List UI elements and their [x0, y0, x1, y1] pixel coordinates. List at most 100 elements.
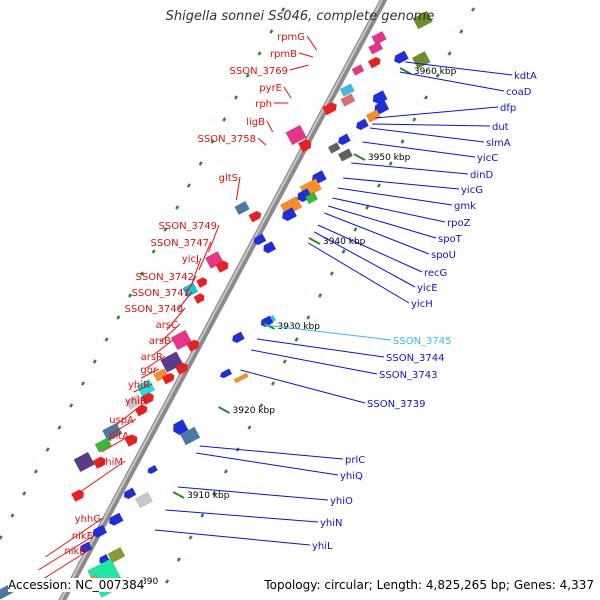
gene-label-right[interactable]: dfp [500, 103, 516, 114]
gene-label-left[interactable]: ligB [246, 117, 265, 128]
gene-block[interactable] [153, 368, 169, 382]
gene-arrow-reverse[interactable] [354, 118, 369, 132]
gene-label-left[interactable]: uspA [109, 415, 134, 426]
gene-arrow-reverse[interactable] [122, 487, 137, 501]
gene-feature[interactable] [230, 331, 245, 345]
gene-block[interactable] [170, 329, 193, 351]
gene-label-right[interactable]: SSON_3744 [386, 353, 445, 364]
gene-label-left[interactable]: yhiM [99, 457, 123, 468]
gene-label-right[interactable]: yicH [411, 299, 433, 310]
gene-feature[interactable] [92, 455, 108, 469]
gene-feature[interactable] [122, 487, 137, 501]
gene-arrow-forward[interactable] [193, 292, 207, 304]
gene-feature[interactable] [412, 10, 433, 30]
gene-label-left[interactable]: arsR [141, 352, 163, 363]
gene-block[interactable] [73, 451, 95, 473]
gene-feature[interactable] [371, 30, 387, 46]
gene-arrow-forward[interactable] [215, 259, 231, 273]
gene-feature[interactable] [141, 391, 156, 405]
gene-block[interactable] [94, 437, 112, 453]
gene-label-right[interactable]: spoU [431, 250, 456, 261]
gene-label-left[interactable]: nikE [72, 531, 93, 542]
gene-feature[interactable] [252, 233, 267, 247]
gene-arrow-reverse[interactable] [90, 524, 108, 540]
gene-arrow-forward[interactable] [248, 210, 263, 223]
gene-feature[interactable] [193, 292, 207, 304]
gene-label-left[interactable]: SSON_3742 [136, 272, 195, 283]
gene-feature[interactable] [365, 109, 381, 123]
gene-feature[interactable] [336, 133, 351, 147]
gene-label-right[interactable]: yicC [477, 153, 498, 164]
gene-feature[interactable] [78, 541, 93, 555]
gene-feature[interactable] [340, 93, 356, 107]
gene-label-left[interactable]: yhiP [125, 396, 146, 407]
gene-label-right[interactable]: yicG [461, 185, 483, 196]
gene-feature[interactable] [102, 422, 123, 442]
gene-arrow-forward[interactable] [196, 276, 209, 288]
gene-label-left[interactable]: SSON_3769 [230, 66, 289, 77]
gene-label-right[interactable]: recG [424, 268, 447, 279]
gene-block[interactable] [337, 148, 353, 162]
gene-block[interactable] [135, 491, 153, 509]
gene-block[interactable] [411, 51, 431, 69]
gene-label-right[interactable]: rpoZ [447, 218, 471, 229]
gene-arrow-forward[interactable] [322, 101, 339, 116]
gene-arrow-reverse[interactable] [219, 368, 232, 380]
gene-feature[interactable] [322, 101, 339, 116]
gene-block[interactable] [340, 93, 356, 107]
gene-label-right[interactable]: yhiN [320, 518, 343, 529]
gene-block[interactable] [412, 10, 433, 30]
gene-label-right[interactable]: gmk [454, 201, 476, 212]
gene-label-left[interactable]: arsB [149, 336, 171, 347]
gene-arrow-reverse[interactable] [170, 419, 189, 436]
gene-arrow-forward[interactable] [175, 361, 190, 375]
gene-label-left[interactable]: rpmB [270, 49, 297, 60]
gene-label-right[interactable]: coaD [506, 87, 532, 98]
gene-arrow-reverse[interactable] [372, 100, 390, 115]
gene-arrow-forward[interactable] [141, 391, 156, 405]
gene-label-left[interactable]: pyrE [259, 83, 282, 94]
gene-block[interactable] [125, 394, 143, 410]
gene-label-right[interactable]: yicE [417, 283, 438, 294]
gene-feature[interactable] [186, 338, 201, 352]
gene-arrow-forward[interactable] [298, 138, 313, 153]
gene-label-left[interactable]: pitA [109, 431, 129, 442]
gene-label-right[interactable]: kdtA [514, 71, 537, 82]
gene-arrow-forward[interactable] [161, 372, 176, 385]
gene-arrow-reverse[interactable] [280, 207, 297, 222]
gene-feature[interactable] [280, 207, 297, 222]
gene-label-left[interactable]: yhiR [128, 380, 150, 391]
gene-feature[interactable] [368, 56, 382, 69]
gene-feature[interactable] [160, 351, 184, 373]
gene-block[interactable] [339, 83, 355, 97]
gene-feature[interactable] [351, 64, 365, 76]
gene-arrow-reverse[interactable] [107, 512, 124, 528]
gene-feature[interactable] [196, 276, 209, 288]
gene-feature[interactable] [146, 465, 158, 475]
gene-feature[interactable] [248, 210, 263, 223]
gene-label-left[interactable]: rph [255, 99, 272, 110]
gene-block[interactable] [368, 41, 384, 55]
gene-block[interactable] [233, 372, 249, 384]
gene-feature[interactable] [170, 329, 193, 351]
gene-feature[interactable] [411, 51, 431, 69]
gene-block[interactable] [179, 426, 201, 446]
gene-feature[interactable] [71, 488, 86, 502]
gene-feature[interactable] [90, 524, 108, 540]
gene-label-right[interactable]: prlC [345, 455, 365, 466]
gene-arrow-forward[interactable] [368, 56, 382, 69]
gene-block[interactable] [160, 351, 184, 373]
gene-arrow-reverse[interactable] [392, 50, 409, 66]
gene-arrow-forward[interactable] [71, 488, 86, 502]
gene-feature[interactable] [339, 83, 355, 97]
gene-label-right[interactable]: yhiL [312, 541, 333, 552]
gene-feature[interactable] [73, 451, 95, 473]
gene-feature[interactable] [124, 433, 140, 447]
gene-feature[interactable] [370, 90, 388, 105]
gene-arrow-reverse[interactable] [261, 241, 277, 255]
gene-label-right[interactable]: dut [492, 122, 509, 133]
gene-arrow-reverse[interactable] [336, 133, 351, 147]
gene-arrow-reverse[interactable] [252, 233, 267, 247]
gene-block[interactable] [107, 546, 126, 564]
gene-arrow-forward[interactable] [124, 433, 140, 447]
